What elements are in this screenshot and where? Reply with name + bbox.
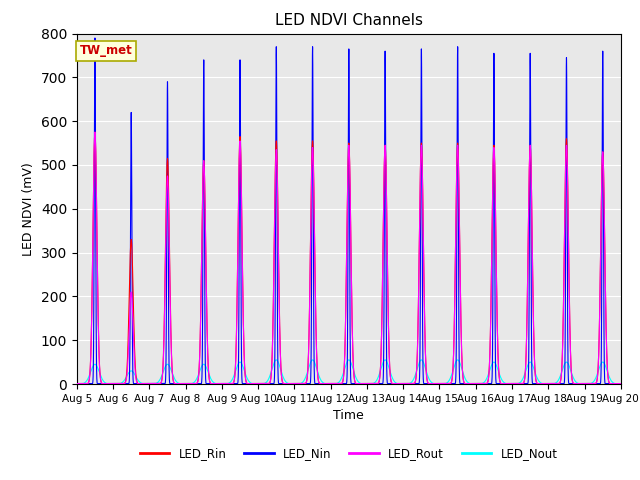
Text: TW_met: TW_met [79,44,132,57]
X-axis label: Time: Time [333,409,364,422]
Legend: LED_Rin, LED_Nin, LED_Rout, LED_Nout: LED_Rin, LED_Nin, LED_Rout, LED_Nout [135,443,563,465]
Title: LED NDVI Channels: LED NDVI Channels [275,13,423,28]
Y-axis label: LED NDVI (mV): LED NDVI (mV) [22,162,35,256]
